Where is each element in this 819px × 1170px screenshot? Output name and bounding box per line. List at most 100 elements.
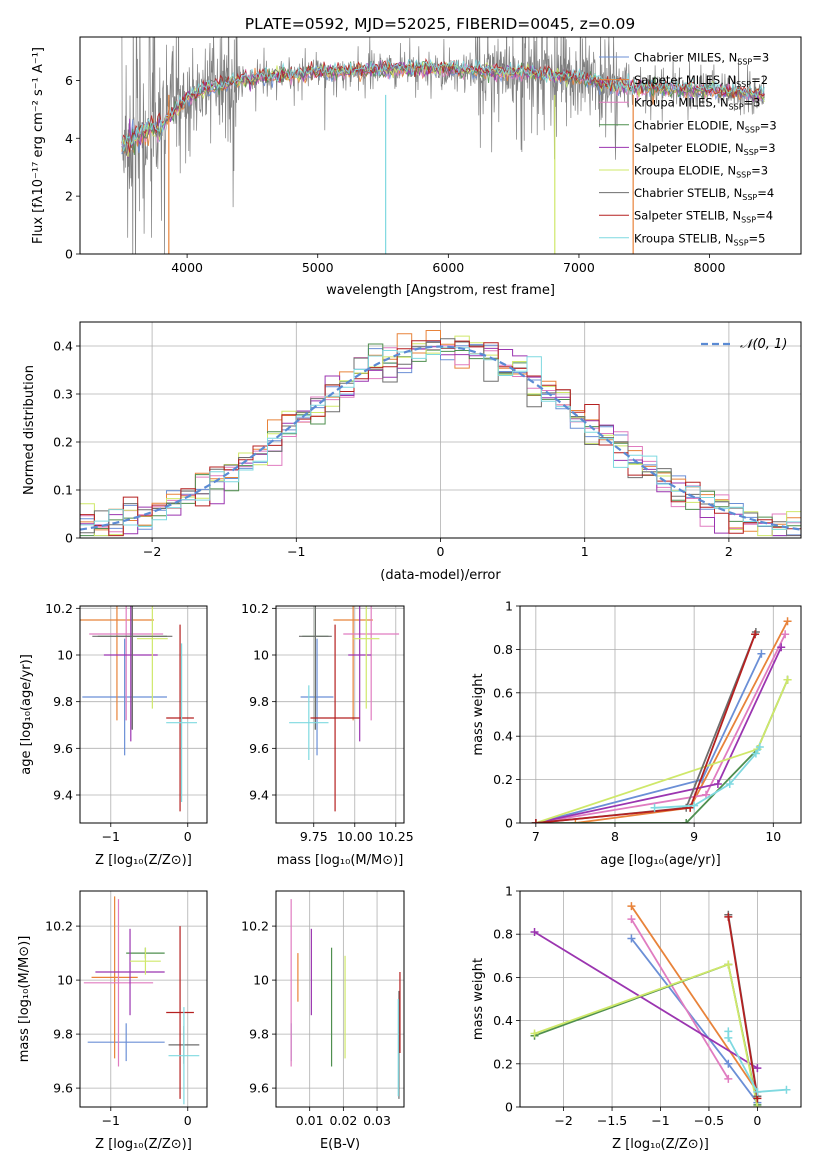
errorbar-point (130, 947, 161, 975)
y-tick-label: 10.2 (45, 919, 73, 934)
axes-frame (519, 605, 802, 824)
plot-area (80, 330, 801, 537)
legend-entry: Kroupa STELIB, NSSP=5 (634, 231, 765, 247)
plot-area (80, 606, 197, 812)
x-tick-label: −1 (287, 544, 305, 559)
weight-line (535, 633, 787, 823)
weight-line (630, 905, 759, 1093)
chart-spectrum: 4000 5000 6000 7000 8000 0 2 4 6 wavelength [Angs… (31, 36, 802, 298)
axes-frame (519, 890, 802, 1108)
plot-area (290, 899, 401, 1099)
legend-entry: Salpeter STELIB, NSSP=4 (634, 209, 773, 225)
x-tick-label: −1 (651, 1113, 669, 1128)
x-axis-label: E(B-V) (320, 1137, 360, 1152)
weight-marker (757, 649, 766, 658)
x-tick-label: 8 (611, 829, 619, 844)
x-tick-label: 7000 (563, 260, 595, 275)
y-tick-label: 0.2 (493, 772, 513, 787)
model-line (121, 58, 765, 153)
y-tick-label: 9.4 (53, 788, 73, 803)
chart-mass_Z: −1 0 9.6 9.8 10 10.2 Z [log₁₀(Z/Z⊙)] mass [log₁… (17, 890, 208, 1152)
x-tick-label: −1 (102, 829, 120, 844)
x-tick-label: 0 (437, 544, 445, 559)
x-tick-label: −1.5 (597, 1113, 627, 1128)
x-tick-label: 7 (532, 829, 540, 844)
x-tick-label: −0.5 (694, 1113, 724, 1128)
y-axis-label: Flux [fλ10⁻¹⁷ erg cm⁻² s⁻¹ A⁻¹] (31, 47, 46, 244)
errorbar-point (92, 606, 173, 730)
y-tick-label: 9.8 (249, 694, 269, 709)
histogram-7 (80, 340, 801, 537)
errorbar-point (80, 606, 154, 721)
x-tick-label: 0.03 (363, 1113, 391, 1128)
y-tick-label: 9.8 (249, 1027, 269, 1042)
weight-marker (753, 1087, 762, 1096)
weight-series (530, 928, 762, 1073)
model-line (121, 58, 765, 152)
y-tick-label: 0.3 (53, 387, 73, 402)
weight-marker (650, 803, 659, 812)
weight-series (724, 912, 762, 1103)
x-tick-label: −2 (143, 544, 161, 559)
y-axis-label: Normed distribution (22, 365, 37, 495)
plot-area (530, 902, 791, 1107)
y-axis-label: mass [log₁₀(M/M⊙)] (17, 936, 32, 1063)
legend-entry: Chabrier STELIB, NSSP=4 (634, 186, 774, 202)
weight-marker (531, 819, 540, 823)
weight-series (724, 1027, 791, 1096)
x-tick-label: 0.01 (296, 1113, 324, 1128)
weight-series (571, 617, 792, 823)
axes-frame (79, 321, 802, 539)
plot-area (121, 37, 765, 254)
axes-frame (79, 36, 802, 255)
errorbar-point (168, 1007, 200, 1105)
plot-area (83, 896, 200, 1105)
legend-entry: Kroupa ELODIE, NSSP=3 (634, 164, 768, 180)
weight-marker (571, 819, 580, 823)
x-tick-label: 5000 (302, 260, 334, 275)
weight-line (534, 931, 758, 1069)
legend-entry: Salpeter MILES, NSSP=2 (634, 73, 768, 89)
weight-marker (724, 1033, 733, 1042)
y-tick-label: 0.8 (493, 927, 513, 942)
x-axis-label: Z [log₁₀(Z/Z⊙)] (95, 853, 192, 868)
legend-entry: Salpeter ELODIE, NSSP=3 (634, 141, 776, 157)
y-tick-label: 0.1 (53, 483, 73, 498)
plot-area (289, 606, 400, 812)
errorbar-point (166, 643, 197, 802)
y-tick-label: 10 (253, 648, 269, 663)
axes-frame (275, 605, 405, 824)
legend-entry: 𝒩(0, 1) (740, 337, 787, 352)
errorbar-point (300, 638, 334, 756)
y-tick-label: 9.8 (53, 694, 73, 709)
weight-line (534, 963, 759, 1107)
weight-marker (690, 801, 699, 810)
weight-marker (627, 915, 636, 924)
chart-mass_ebv: 0.01 0.02 0.03 9.6 9.8 10 10.2 E(B-V) (241, 890, 405, 1152)
errorbar-point (333, 606, 373, 721)
weight-marker (724, 960, 733, 969)
x-tick-label: 0 (184, 1113, 192, 1128)
weight-marker (682, 819, 691, 823)
x-axis-label: mass [log₁₀(M/M⊙)] (277, 853, 404, 868)
x-tick-label: 8000 (694, 260, 726, 275)
weight-series (531, 630, 760, 823)
weight-line (535, 653, 763, 823)
y-tick-label: 9.6 (53, 741, 73, 756)
weight-marker (713, 779, 722, 788)
y-axis-label: mass weight (471, 673, 486, 755)
y-tick-label: 9.6 (249, 741, 269, 756)
weight-series (627, 915, 733, 1083)
y-tick-label: 0.8 (493, 642, 513, 657)
weight-line (535, 646, 783, 823)
axes-frame (79, 605, 208, 824)
weight-line (575, 620, 789, 823)
x-tick-label: 10 (765, 829, 781, 844)
errorbar-point (103, 606, 158, 742)
x-tick-label: −2 (554, 1113, 572, 1128)
legend-entry: Chabrier ELODIE, NSSP=3 (634, 118, 777, 134)
weight-series (530, 960, 762, 1107)
y-tick-label: 2 (65, 189, 73, 204)
y-tick-label: 0.2 (493, 1056, 513, 1071)
